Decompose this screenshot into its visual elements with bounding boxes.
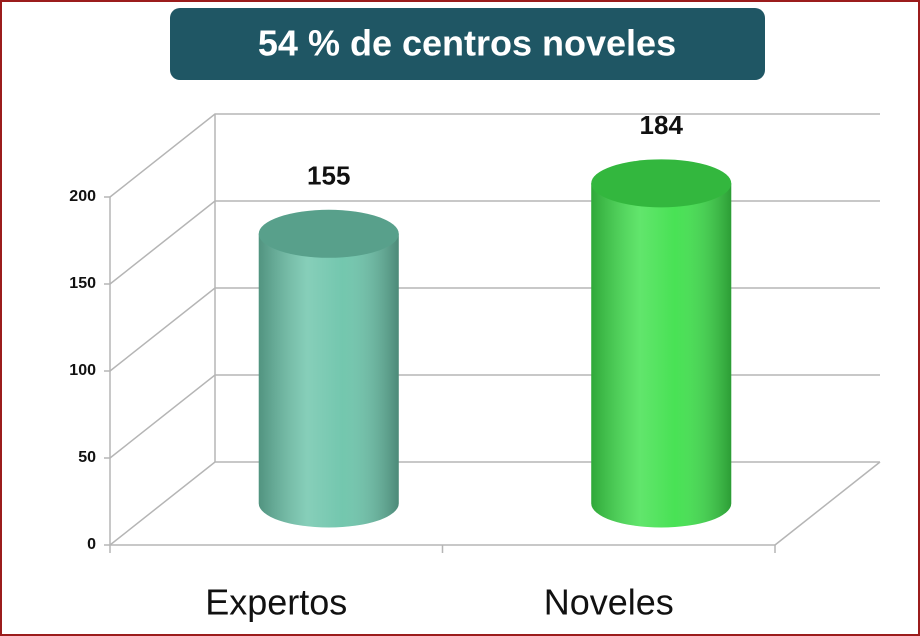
floor-edge [774,461,881,546]
cylinder-shade [591,183,732,528]
value-label: 184 [640,110,684,140]
cylinder-top [258,209,399,258]
y-tick-label: 200 [69,188,96,205]
cylinder-top [591,159,732,208]
y-tick-label: 150 [69,275,96,292]
cylinder-top-shade [591,159,732,208]
y-tick-label: 100 [69,362,96,379]
y-tick-label: 0 [87,536,96,553]
x-tick-label: Noveles [544,582,674,623]
value-label: 155 [307,161,350,191]
bar [258,209,399,528]
x-tick-label: Expertos [205,582,347,623]
chart-title: 54 % de centros noveles [258,23,676,64]
cylinder-shade [258,233,399,528]
y-tick-label: 50 [78,449,96,466]
bar [591,159,732,528]
title-box [170,8,765,80]
cylinder-top-shade [258,209,399,258]
plot: 0 50 100 150 200 Expertos 155 Noveles 184 [69,110,881,623]
